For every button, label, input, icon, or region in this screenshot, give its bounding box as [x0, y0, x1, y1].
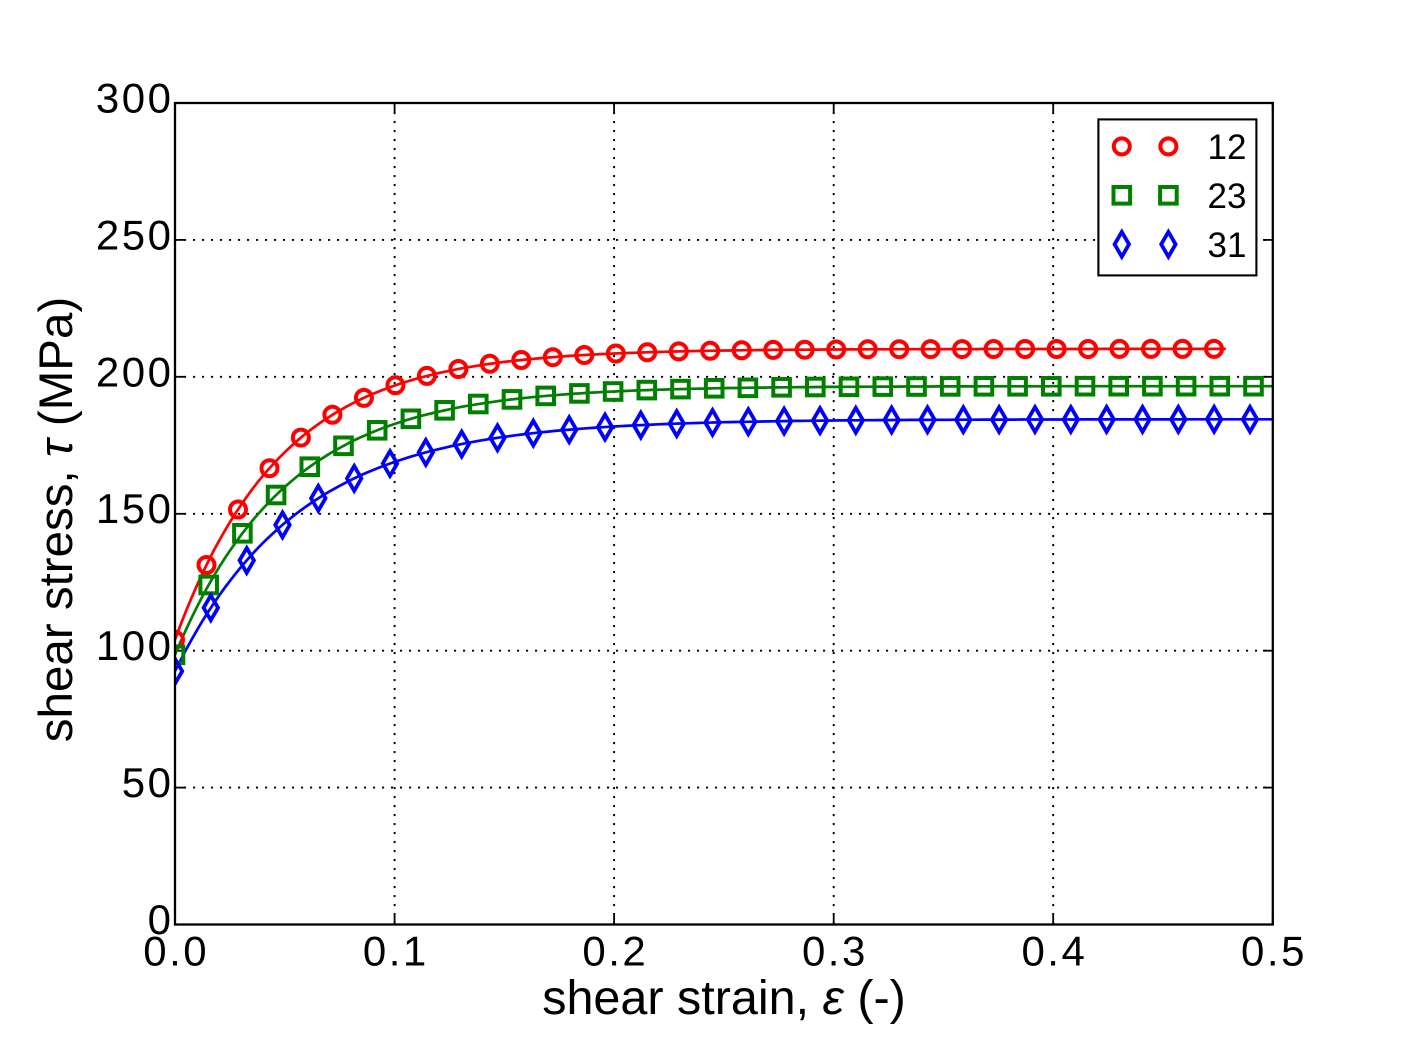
svg-text:50: 50 [122, 759, 174, 806]
svg-text:0.3: 0.3 [802, 928, 868, 975]
svg-text:shear strain, ε (-): shear strain, ε (-) [542, 971, 906, 1025]
svg-text:12: 12 [1208, 128, 1247, 167]
svg-text:shear stress, τ (MPa): shear stress, τ (MPa) [30, 297, 83, 742]
svg-text:31: 31 [1208, 226, 1247, 265]
svg-text:0.2: 0.2 [582, 928, 648, 975]
svg-text:23: 23 [1208, 177, 1247, 216]
svg-text:250: 250 [96, 211, 174, 258]
svg-text:200: 200 [96, 348, 174, 395]
svg-text:0.4: 0.4 [1021, 928, 1087, 975]
svg-text:100: 100 [96, 622, 174, 669]
svg-text:0.5: 0.5 [1241, 928, 1307, 975]
svg-text:0: 0 [148, 896, 174, 943]
svg-text:0.0: 0.0 [143, 928, 209, 975]
svg-text:300: 300 [96, 75, 174, 122]
svg-text:150: 150 [96, 485, 174, 532]
svg-text:0.1: 0.1 [363, 928, 429, 975]
